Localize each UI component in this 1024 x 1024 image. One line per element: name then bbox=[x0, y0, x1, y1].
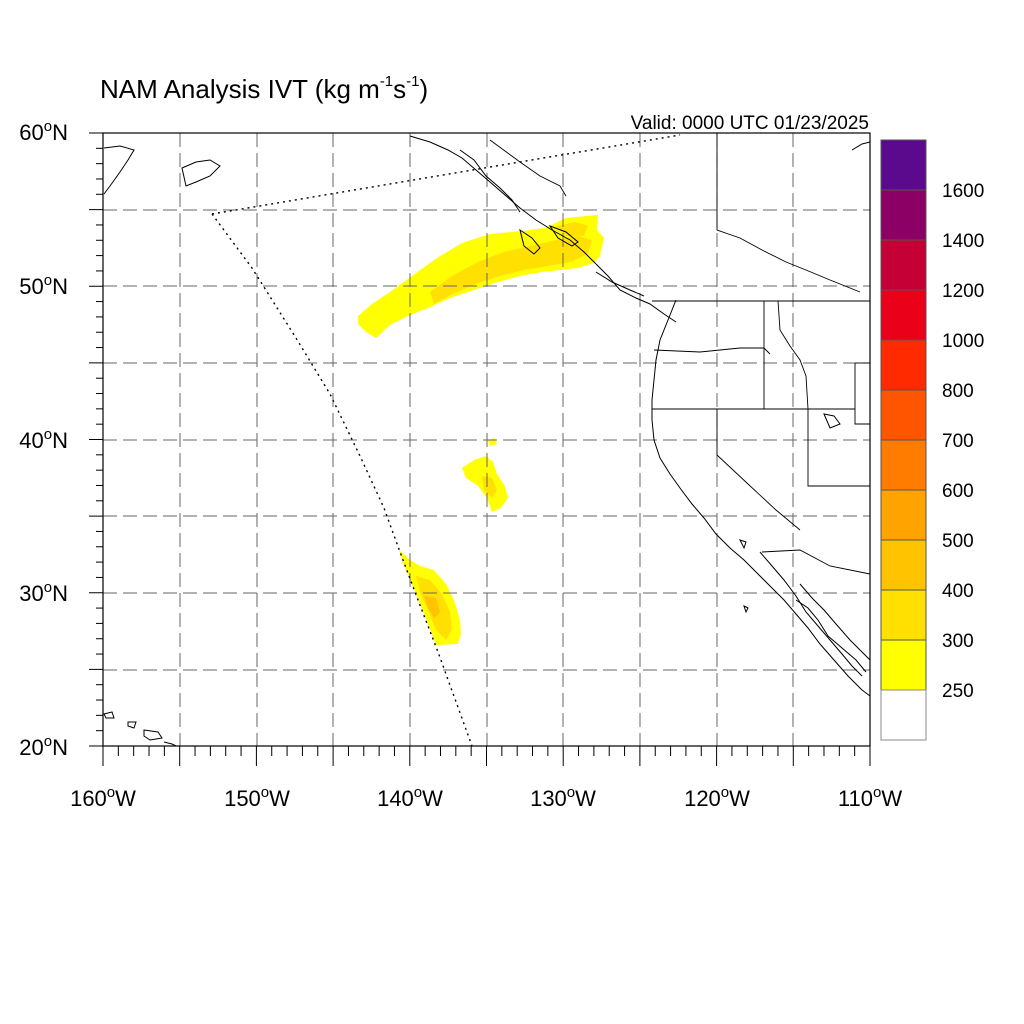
lon-label-110w: 110oW bbox=[838, 784, 902, 811]
colorbar-label: 800 bbox=[942, 381, 974, 402]
lon-label-130w: 130oW bbox=[530, 784, 596, 811]
lat-label-40: 40oN bbox=[19, 426, 68, 453]
colorbar-label: 1600 bbox=[942, 181, 984, 202]
ivt-area-central-300 bbox=[482, 476, 497, 498]
model-domain-boundary bbox=[211, 134, 681, 747]
lat-label-50: 50oN bbox=[19, 272, 68, 299]
colorbar-label: 400 bbox=[942, 581, 974, 602]
political-borders bbox=[489, 133, 871, 575]
axis-ticks bbox=[89, 132, 871, 766]
colorbar-label: 600 bbox=[942, 481, 974, 502]
colorbar-swatch bbox=[880, 389, 927, 441]
colorbar-label: 1000 bbox=[942, 331, 984, 352]
colorbar-swatch bbox=[880, 189, 927, 241]
colorbar-label: 1200 bbox=[942, 281, 984, 302]
lon-label-140w: 140oW bbox=[377, 784, 443, 811]
ivt-area-north-300 bbox=[430, 236, 592, 304]
lat-lon-grid bbox=[103, 133, 870, 746]
colorbar-swatch bbox=[880, 689, 927, 741]
latitude-labels: 60oN 50oN 40oN 30oN 20oN bbox=[19, 118, 68, 760]
colorbar-labels: 1600 1400 1200 1000 800 700 600 500 400 300 250 bbox=[942, 181, 984, 702]
colorbar-label: 500 bbox=[942, 531, 974, 552]
lat-label-30: 30oN bbox=[19, 579, 68, 606]
ivt-area-south-400 bbox=[424, 596, 440, 618]
colorbar-swatch bbox=[880, 139, 927, 191]
lat-label-20: 20oN bbox=[19, 733, 68, 760]
colorbar-label: 1400 bbox=[942, 231, 984, 252]
ivt-area-north-300b bbox=[556, 222, 588, 236]
colorbar-swatch bbox=[880, 339, 927, 391]
colorbar-swatch bbox=[880, 589, 927, 641]
colorbar-swatch bbox=[880, 239, 927, 291]
lon-label-150w: 150oW bbox=[224, 784, 290, 811]
map-panel bbox=[102, 132, 871, 747]
colorbar-swatch bbox=[880, 489, 927, 541]
map-title: NAM Analysis IVT (kg m-1s-1) bbox=[100, 73, 428, 104]
colorbar-label: 300 bbox=[942, 631, 974, 652]
colorbar-swatch bbox=[880, 289, 927, 341]
colorbar-swatch bbox=[880, 439, 927, 491]
lon-label-160w: 160oW bbox=[70, 784, 136, 811]
colorbar bbox=[880, 139, 927, 741]
valid-time-label: Valid: 0000 UTC 01/23/2025 bbox=[631, 113, 869, 134]
ivt-shading bbox=[358, 215, 604, 645]
colorbar-label: 700 bbox=[942, 431, 974, 452]
lat-label-60: 60oN bbox=[19, 118, 68, 145]
longitude-labels: 160oW 150oW 140oW 130oW 120oW 110oW bbox=[70, 784, 902, 811]
colorbar-label: 250 bbox=[942, 681, 974, 702]
coastlines bbox=[103, 135, 871, 747]
colorbar-swatch bbox=[880, 539, 927, 591]
lon-label-120w: 120oW bbox=[684, 784, 750, 811]
colorbar-swatch bbox=[880, 639, 927, 691]
